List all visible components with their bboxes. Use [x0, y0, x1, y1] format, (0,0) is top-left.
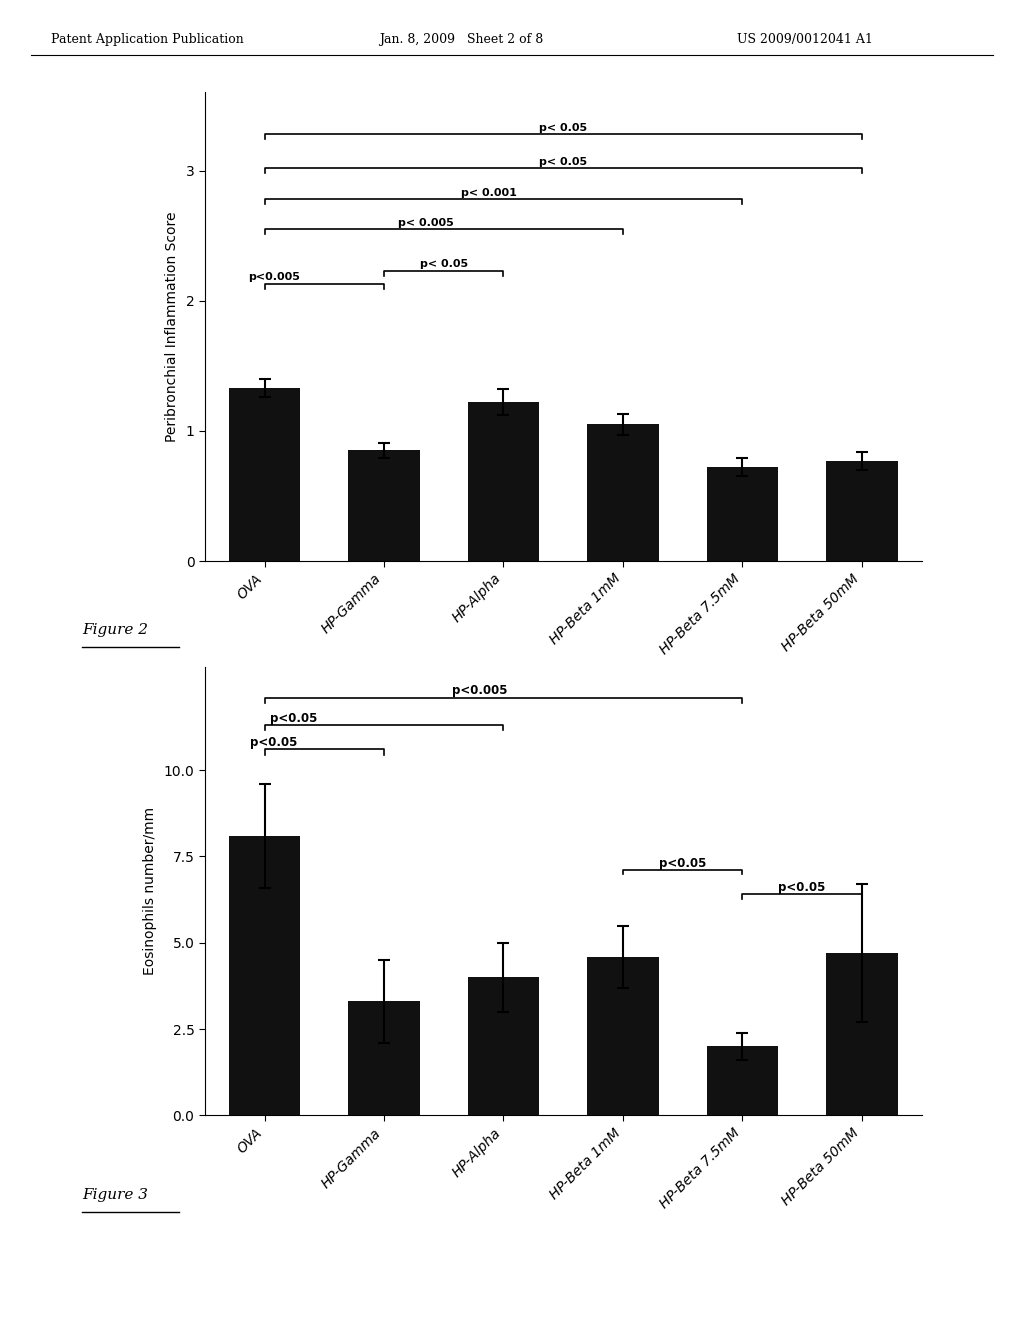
Bar	[826, 953, 898, 1115]
Text: p<0.005: p<0.005	[248, 272, 300, 282]
Bar	[707, 1047, 778, 1115]
Text: Figure 3: Figure 3	[82, 1188, 147, 1203]
Y-axis label: Eosinophils number/mm: Eosinophils number/mm	[142, 807, 157, 975]
Bar	[826, 461, 898, 561]
Text: p<0.05: p<0.05	[778, 882, 825, 894]
Text: p<0.05: p<0.05	[659, 857, 707, 870]
Bar	[587, 957, 658, 1115]
Text: p<0.05: p<0.05	[251, 737, 298, 750]
Text: p< 0.05: p< 0.05	[540, 157, 587, 166]
Text: p< 0.001: p< 0.001	[461, 187, 517, 198]
Bar	[348, 1002, 420, 1115]
Bar	[348, 450, 420, 561]
Bar	[468, 977, 540, 1115]
Text: Patent Application Publication: Patent Application Publication	[51, 33, 244, 46]
Bar	[228, 388, 300, 561]
Bar	[468, 403, 540, 561]
Text: p<0.05: p<0.05	[269, 711, 316, 725]
Text: Figure 2: Figure 2	[82, 623, 147, 638]
Y-axis label: Peribronchial Inflammation Score: Peribronchial Inflammation Score	[165, 211, 178, 442]
Text: p< 0.05: p< 0.05	[540, 123, 587, 133]
Bar	[228, 836, 300, 1115]
Bar	[707, 467, 778, 561]
Bar	[587, 424, 658, 561]
Text: p< 0.005: p< 0.005	[398, 218, 454, 228]
Text: p<0.005: p<0.005	[452, 684, 507, 697]
Text: Jan. 8, 2009   Sheet 2 of 8: Jan. 8, 2009 Sheet 2 of 8	[379, 33, 543, 46]
Text: US 2009/0012041 A1: US 2009/0012041 A1	[737, 33, 873, 46]
Text: p< 0.05: p< 0.05	[420, 260, 468, 269]
